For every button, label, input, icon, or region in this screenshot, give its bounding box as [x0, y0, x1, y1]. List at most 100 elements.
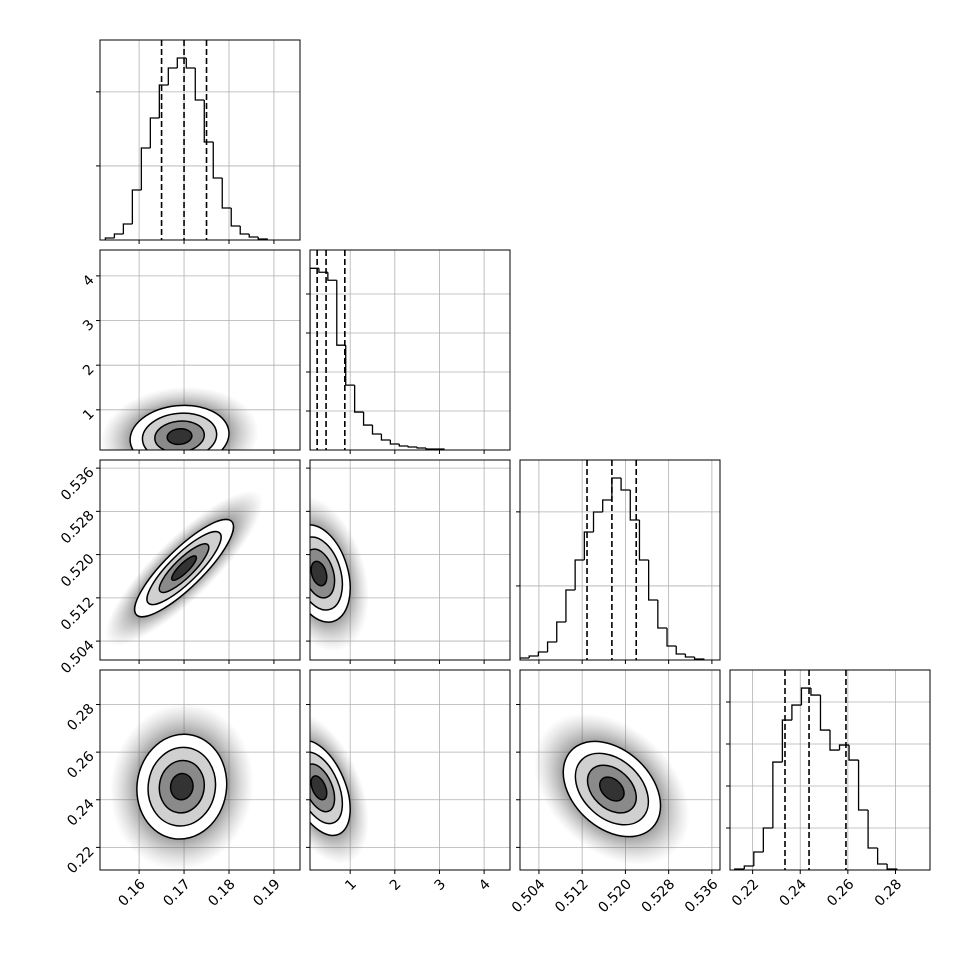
histogram-step [140, 147, 151, 190]
x-tick-label: 0.26 [824, 876, 857, 909]
y-tick-label: 1 [80, 406, 98, 424]
histogram-step [528, 655, 539, 658]
x-tick-label: 4 [476, 876, 494, 894]
histogram-step [753, 851, 764, 867]
histogram-step [416, 446, 427, 449]
panel-frame [99, 459, 301, 661]
panel-frame [99, 669, 301, 871]
panel [104, 490, 264, 646]
panel-frame [99, 39, 301, 241]
histogram-step [149, 117, 160, 148]
histogram-step [781, 719, 792, 763]
histogram-step [876, 847, 888, 865]
histogram-step [848, 745, 859, 761]
density-contour [166, 428, 193, 446]
histogram-step [537, 651, 548, 656]
y-tick-label: 0.24 [64, 796, 97, 829]
panel-frame [519, 459, 721, 661]
histogram-step [583, 531, 594, 560]
histogram-step [743, 865, 754, 869]
histogram-step [407, 446, 418, 448]
histogram-step [398, 443, 409, 447]
density-contour [598, 776, 625, 802]
histogram-step [230, 208, 241, 227]
histogram-step [212, 142, 223, 179]
histogram-step [194, 68, 205, 101]
histogram-step [657, 600, 668, 629]
histogram-step [318, 268, 328, 273]
histogram-step [819, 695, 830, 731]
density-contour [310, 560, 328, 587]
histogram-step [176, 57, 187, 68]
panel [109, 702, 254, 870]
x-tick-label: 0.22 [729, 876, 762, 909]
density-contour [170, 555, 198, 582]
histogram-step [167, 67, 178, 85]
histogram-step [158, 84, 169, 118]
histogram-step [257, 236, 268, 240]
density-contour [310, 775, 328, 801]
histogram-step [620, 478, 631, 491]
x-tick-label: 2 [387, 876, 405, 894]
histogram-step [592, 511, 603, 532]
y-tick-label: 0.504 [58, 637, 98, 677]
histogram-step [203, 100, 214, 143]
histogram-step [546, 641, 557, 652]
histogram-step [345, 345, 355, 386]
histogram-step [556, 621, 566, 642]
x-tick-label: 0.536 [682, 876, 722, 916]
histogram-step [638, 520, 649, 561]
histogram-step [647, 560, 658, 601]
panel [734, 670, 898, 870]
y-tick-label: 3 [80, 317, 98, 335]
y-tick-label: 0.22 [64, 844, 97, 877]
y-tick-label: 0.512 [58, 594, 98, 634]
panel [534, 712, 690, 866]
panel [310, 711, 369, 865]
histogram-step [131, 189, 142, 224]
y-tick-label: 0.520 [58, 551, 98, 591]
histogram-step [611, 477, 622, 500]
y-tick-label: 0.528 [58, 508, 98, 548]
histogram-step [248, 234, 259, 238]
y-tick-label: 0.28 [64, 701, 97, 734]
x-tick-label: 0.18 [205, 876, 238, 909]
x-tick-label: 0.520 [595, 876, 635, 916]
histogram-step [389, 440, 400, 445]
histogram-step [122, 223, 133, 234]
histogram-step [857, 760, 869, 811]
histogram-step [867, 810, 878, 849]
histogram-step [810, 688, 821, 696]
histogram-step [520, 657, 530, 660]
panel-frame [99, 249, 301, 451]
x-tick-label: 0.504 [509, 876, 549, 916]
x-tick-label: 1 [342, 876, 360, 894]
histogram-step [886, 863, 898, 870]
histogram-step [336, 280, 346, 346]
histogram-step [800, 687, 811, 706]
histogram-step [762, 827, 773, 853]
histogram-step [693, 656, 705, 660]
y-tick-label: 4 [80, 272, 98, 290]
histogram-step [185, 58, 196, 69]
panel-frame [309, 669, 511, 871]
panel-frame [309, 459, 511, 661]
x-tick-label: 0.19 [250, 876, 283, 909]
x-tick-label: 3 [431, 876, 449, 894]
histogram-step [327, 272, 337, 281]
panel [104, 40, 268, 240]
histogram-step [574, 559, 585, 590]
y-tick-label: 0.26 [64, 748, 97, 781]
histogram-step [666, 628, 677, 647]
histogram-step [310, 267, 319, 450]
histogram-step [380, 434, 391, 441]
histogram-step [684, 654, 695, 658]
panel-frame [309, 249, 511, 451]
y-tick-label: 2 [80, 362, 98, 380]
panel [520, 460, 705, 660]
histogram-step [113, 233, 124, 238]
x-tick-label: 0.28 [872, 876, 905, 909]
panel-frame [729, 669, 931, 871]
histogram-step [602, 499, 612, 512]
